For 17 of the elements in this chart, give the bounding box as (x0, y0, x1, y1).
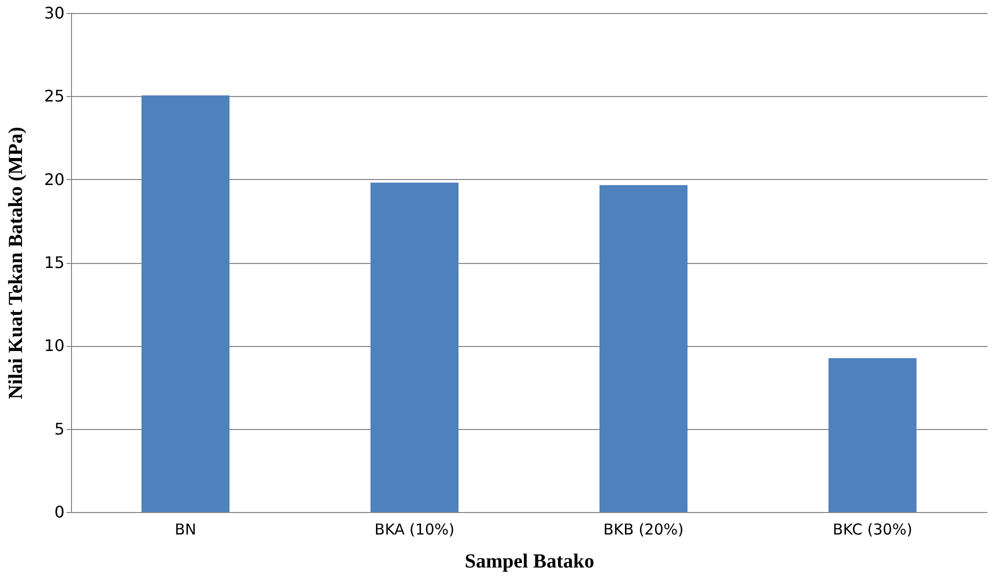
y-axis-title: Nilai Kuat Tekan Batako (MPa) (5, 126, 28, 400)
bar (142, 95, 230, 512)
bar (828, 358, 916, 512)
y-tick-label: 0 (54, 502, 64, 522)
y-tick-label: 10 (44, 336, 64, 356)
y-tick-label: 25 (44, 86, 64, 106)
y-tick-label: 5 (54, 419, 64, 438)
x-tick-label: BKA (10%) (374, 520, 454, 538)
x-axis-title: Sampel Batako (464, 550, 594, 572)
bar (600, 185, 688, 512)
y-tick-label: 20 (44, 170, 64, 189)
x-tick-label: BKB (20%) (603, 520, 684, 538)
x-tick-label: BKC (30%) (832, 520, 912, 538)
y-tick-label: 30 (44, 4, 64, 22)
x-tick-label: BN (174, 520, 196, 538)
bar (370, 182, 458, 512)
y-tick-label: 15 (44, 253, 64, 272)
